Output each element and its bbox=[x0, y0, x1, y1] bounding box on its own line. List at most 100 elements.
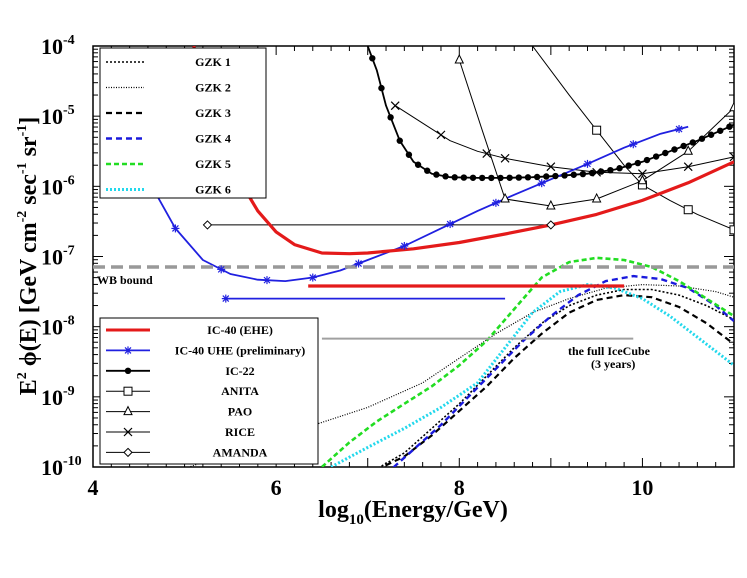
marker-ic22 bbox=[698, 135, 706, 142]
marker-ic40uhe bbox=[446, 220, 455, 229]
series-line-gzk3 bbox=[379, 294, 734, 467]
marker-ic40uhe bbox=[629, 140, 638, 149]
marker-ic22 bbox=[543, 173, 550, 180]
series-line-ic40uhe bbox=[147, 125, 689, 283]
marker-amanda bbox=[202, 220, 213, 230]
series-line-ic40ehe bbox=[192, 46, 734, 256]
marker-rice bbox=[546, 162, 556, 172]
legend-label: IC-40 UHE (preliminary) bbox=[175, 343, 305, 357]
marker-pao bbox=[454, 53, 465, 64]
marker-anita bbox=[592, 125, 602, 135]
axis-tick-labels: 4 6 8 10 10-4 10-5 10-6 10-7 10-8 10-9 10-10 bbox=[41, 33, 653, 500]
marker-ic22 bbox=[717, 127, 724, 134]
marker-rice bbox=[638, 169, 647, 179]
marker-rice bbox=[436, 130, 446, 140]
wb-bound-label: WB bound bbox=[97, 273, 153, 287]
marker-ic22 bbox=[707, 131, 715, 138]
marker-ic22 bbox=[460, 174, 468, 181]
legend-item-gzk2: GZK 2 bbox=[106, 81, 231, 95]
markers-layer bbox=[171, 53, 734, 303]
legend-label: ANITA bbox=[221, 384, 259, 398]
legend-item-gzk3: GZK 3 bbox=[106, 106, 231, 120]
marker-ic22 bbox=[433, 171, 440, 178]
legend-label: GZK 4 bbox=[195, 132, 231, 146]
marker-ic22 bbox=[616, 165, 623, 172]
x-tick-label: 10 bbox=[631, 475, 653, 500]
marker-ic40uhe bbox=[262, 276, 271, 285]
legend-label: IC-22 bbox=[225, 364, 254, 378]
y-tick-label: 10-4 bbox=[41, 33, 75, 59]
y-tick-label: 10-7 bbox=[41, 244, 75, 270]
series-line-rice bbox=[394, 105, 734, 175]
legend-marker bbox=[123, 386, 133, 396]
marker-rice bbox=[482, 149, 492, 159]
marker-ic22 bbox=[643, 156, 651, 164]
series-line-gzk4 bbox=[392, 274, 734, 467]
legend-item-gzk4: GZK 4 bbox=[106, 132, 231, 146]
y-tick-label: 10-9 bbox=[41, 384, 75, 410]
marker-rice bbox=[390, 101, 400, 111]
marker-ic22 bbox=[634, 159, 642, 167]
x-tick-label: 6 bbox=[271, 475, 282, 500]
legend-item-ic40ehe: IC-40 (EHE) bbox=[106, 323, 273, 337]
legend-marker bbox=[123, 427, 133, 437]
marker-ic40uhe bbox=[354, 259, 363, 268]
marker-rice bbox=[500, 153, 510, 163]
legend-experiments: IC-40 (EHE) IC-40 UHE (preliminary) IC-22 A… bbox=[99, 317, 319, 465]
marker-rice bbox=[592, 167, 602, 177]
y-tick-label: 10-6 bbox=[41, 173, 75, 199]
marker-ic22 bbox=[652, 153, 660, 160]
marker-pao bbox=[729, 101, 734, 112]
marker-ic22 bbox=[680, 142, 687, 150]
marker-ic22 bbox=[469, 174, 477, 181]
marker-ic40uhe bbox=[217, 265, 226, 274]
x-axis-title: log10(Energy/GeV) bbox=[318, 497, 508, 528]
legend-marker bbox=[123, 447, 133, 458]
marker-ic22 bbox=[478, 174, 486, 182]
marker-pao bbox=[637, 174, 648, 185]
legend-gzk-box bbox=[99, 47, 267, 199]
legend-marker bbox=[123, 405, 133, 416]
legend-marker bbox=[124, 346, 132, 355]
marker-pao bbox=[683, 145, 694, 155]
marker-ic22 bbox=[396, 137, 403, 144]
legend-gzk: GZK 1 GZK 2 GZK 3 GZK 4 GZK 5 GZK 6 bbox=[99, 47, 267, 199]
icecube-years-label: (3 years) bbox=[591, 357, 635, 371]
legend-label: PAO bbox=[228, 405, 252, 419]
series-line-pao bbox=[458, 59, 734, 207]
marker-ic22 bbox=[726, 123, 733, 130]
legend-label: IC-40 (EHE) bbox=[207, 323, 273, 337]
marker-ic22 bbox=[552, 172, 559, 180]
legend-label: GZK 5 bbox=[195, 157, 231, 171]
marker-anita bbox=[729, 225, 734, 235]
legend-item-anita: ANITA bbox=[106, 384, 259, 398]
marker-ic22 bbox=[579, 170, 587, 178]
marker-ic22 bbox=[533, 173, 541, 181]
marker-ic40uhe bbox=[537, 179, 546, 188]
marker-amanda bbox=[546, 220, 556, 230]
series-line-anita bbox=[532, 46, 734, 231]
y-tick-label: 10-10 bbox=[41, 454, 82, 480]
legend-item-ic40uhe: IC-40 UHE (preliminary) bbox=[106, 343, 305, 357]
legend-item-pao: PAO bbox=[106, 405, 252, 419]
marker-ic40uhe bbox=[491, 198, 500, 207]
marker-ic22 bbox=[378, 84, 385, 92]
marker-ic22 bbox=[387, 114, 394, 121]
marker-ic22 bbox=[671, 146, 678, 153]
legend-item-rice: RICE bbox=[106, 425, 255, 439]
marker-ic40uhe bbox=[400, 241, 409, 250]
marker-ic22 bbox=[414, 161, 422, 168]
legend-item-amanda: AMANDA bbox=[106, 445, 268, 459]
marker-ic22 bbox=[561, 172, 568, 179]
marker-ic40uhe-band bbox=[221, 294, 230, 303]
marker-anita bbox=[683, 205, 693, 215]
legend-label: GZK 1 bbox=[195, 55, 231, 69]
legend-label: AMANDA bbox=[213, 445, 268, 459]
legend-item-gzk1: GZK 1 bbox=[106, 55, 231, 69]
legend-label: GZK 3 bbox=[195, 106, 231, 120]
series-line-gzk1 bbox=[378, 288, 734, 467]
x-tick-label: 8 bbox=[454, 475, 465, 500]
marker-ic40uhe bbox=[675, 125, 684, 134]
marker-ic22 bbox=[570, 171, 577, 178]
